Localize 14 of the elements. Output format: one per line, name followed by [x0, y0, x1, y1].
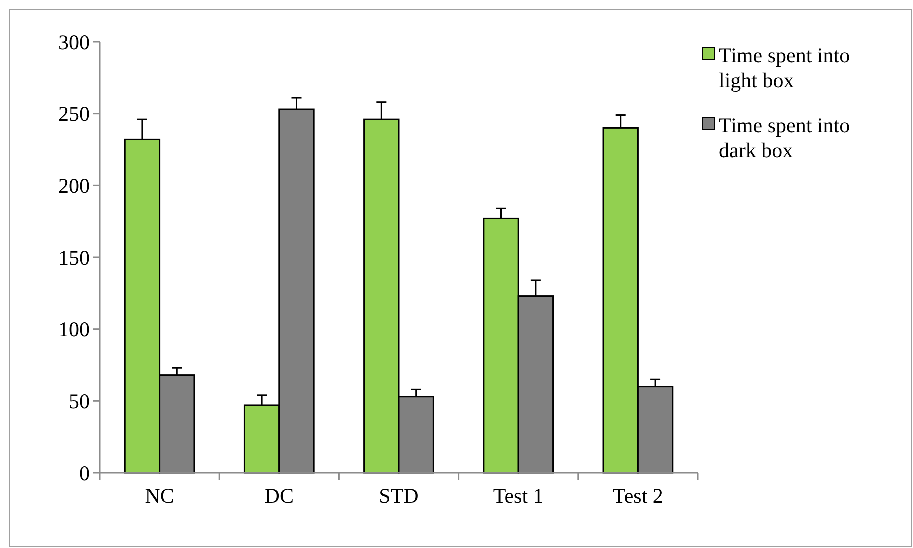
x-tick-label: NC [145, 484, 174, 508]
x-tick-label: Test 2 [612, 484, 664, 508]
x-tick-label: STD [379, 484, 419, 508]
x-tick-label: DC [264, 484, 294, 508]
y-tick-label: 250 [58, 102, 90, 126]
y-tick-label: 100 [58, 318, 90, 342]
x-tick-label: Test 1 [493, 484, 544, 508]
legend-label: Time spent into dark box [719, 113, 850, 163]
y-tick-label: 300 [58, 30, 90, 54]
y-tick-label: 200 [58, 174, 90, 198]
y-tick-label: 150 [58, 246, 90, 270]
legend-label: Time spent into light box [719, 43, 850, 93]
y-tick-label: 0 [80, 461, 90, 486]
y-tick-label: 50 [69, 390, 90, 414]
